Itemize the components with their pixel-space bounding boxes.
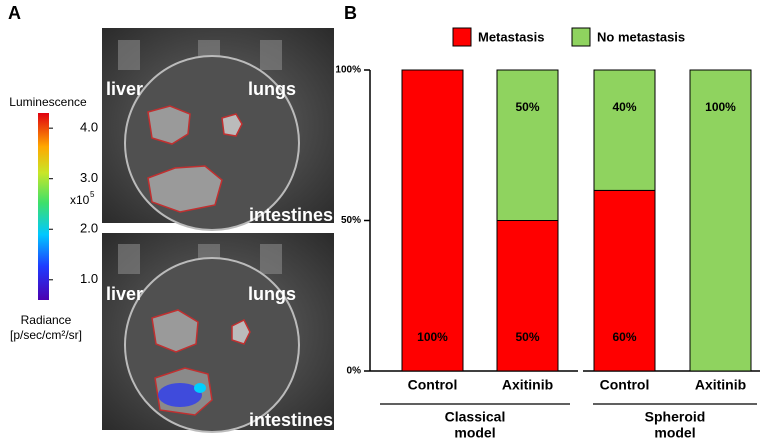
colorbar-unit: Radiance xyxy=(21,313,72,327)
colorbar xyxy=(38,113,49,300)
bar-segment xyxy=(689,69,752,372)
colorbar-tick-label: 3.0 xyxy=(80,170,98,185)
colorbar-tick-label: 1.0 xyxy=(80,271,98,286)
value-label: 100% xyxy=(705,100,736,114)
bar-segment xyxy=(401,69,464,372)
colorbar-title: Luminescence xyxy=(9,95,87,109)
legend-swatch xyxy=(571,27,591,47)
colorbar-tick-label: 4.0 xyxy=(80,120,98,135)
colorbar-tick-label: 2.0 xyxy=(80,221,98,236)
x-tick-label: Axitinib xyxy=(502,377,553,393)
organ-label: intestines xyxy=(249,410,333,430)
value-label: 60% xyxy=(612,330,636,344)
legend-label: Metastasis xyxy=(478,29,544,44)
x-tick-label: Control xyxy=(600,377,650,393)
value-label: 100% xyxy=(417,330,448,344)
y-tick-label: 50% xyxy=(341,215,361,226)
x-tick-label: Control xyxy=(408,377,458,393)
organ-label: liver xyxy=(106,284,143,304)
y-tick-label: 0% xyxy=(347,366,362,377)
bar-segment xyxy=(593,69,656,191)
photo xyxy=(102,233,334,433)
value-label: 40% xyxy=(612,100,636,114)
y-tick-label: 100% xyxy=(335,65,361,76)
panel-label: A xyxy=(8,3,21,23)
photo xyxy=(102,28,334,231)
organ-label: lungs xyxy=(248,79,296,99)
group-label: Classical xyxy=(445,409,506,425)
organ-label: lungs xyxy=(248,284,296,304)
legend-swatch xyxy=(452,27,472,47)
legend-label: No metastasis xyxy=(597,29,685,44)
value-label: 50% xyxy=(515,330,539,344)
colorbar-multiplier: x10 xyxy=(70,193,90,207)
x-tick-label: Axitinib xyxy=(695,377,746,393)
bar-segment xyxy=(593,189,656,372)
group-label: Spheroid xyxy=(645,409,706,425)
colorbar-unit: [p/sec/cm²/sr] xyxy=(10,328,82,342)
panel-label: B xyxy=(344,3,357,23)
bar-segment xyxy=(496,69,559,221)
value-label: 50% xyxy=(515,100,539,114)
group-label: model xyxy=(454,425,495,440)
organ-label: intestines xyxy=(249,205,333,225)
colorbar-exponent: 5 xyxy=(90,190,95,199)
organ-label: liver xyxy=(106,79,143,99)
group-label: model xyxy=(654,425,695,440)
bar-segment xyxy=(496,220,559,372)
